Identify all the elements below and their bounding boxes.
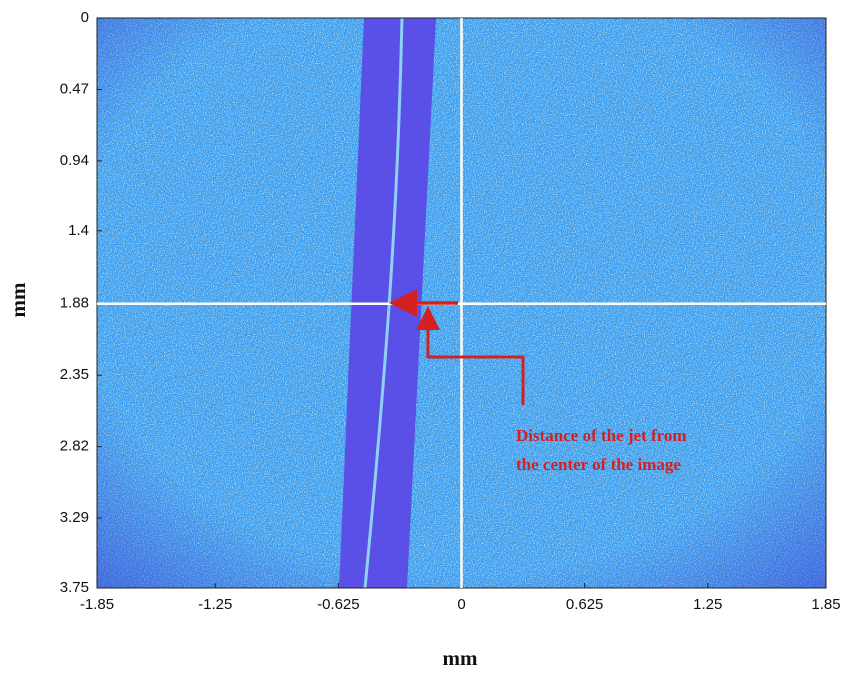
jet-core bbox=[363, 17, 404, 589]
x-tick-label: 1.85 bbox=[811, 596, 840, 613]
y-tick-label: 2.35 bbox=[60, 366, 89, 383]
y-tick-label: 1.4 bbox=[68, 222, 89, 239]
axes: -1.85 -1.25 -0.625 0 0.625 1.25 1.85 0 0.47 0.94 1… bbox=[60, 9, 841, 613]
arrow bbox=[416, 306, 525, 405]
y-tick-label: 1.88 bbox=[60, 295, 89, 312]
x-tick-label: 1.25 bbox=[693, 596, 722, 613]
x-tick-label: -1.85 bbox=[80, 596, 114, 613]
x-tick-label: 0 bbox=[457, 596, 465, 613]
y-tick-label: 2.82 bbox=[60, 438, 89, 455]
y-tick-label: 3.29 bbox=[60, 509, 89, 526]
x-tick-label: -1.25 bbox=[198, 596, 232, 613]
x-tick-label: -0.625 bbox=[317, 596, 360, 613]
x-tick-label: 0.625 bbox=[566, 596, 604, 613]
annotation: the center of the image bbox=[516, 455, 681, 474]
y-tick-label: 0.94 bbox=[60, 152, 89, 169]
y-tick-label: 0.47 bbox=[60, 80, 89, 97]
annotation: Distance of the jet from bbox=[516, 426, 687, 445]
x-axis-label: mm bbox=[443, 646, 478, 670]
y-axis-label: mm bbox=[6, 282, 30, 317]
y-tick-label: 0 bbox=[81, 9, 89, 26]
y-tick-label: 3.75 bbox=[60, 579, 89, 596]
